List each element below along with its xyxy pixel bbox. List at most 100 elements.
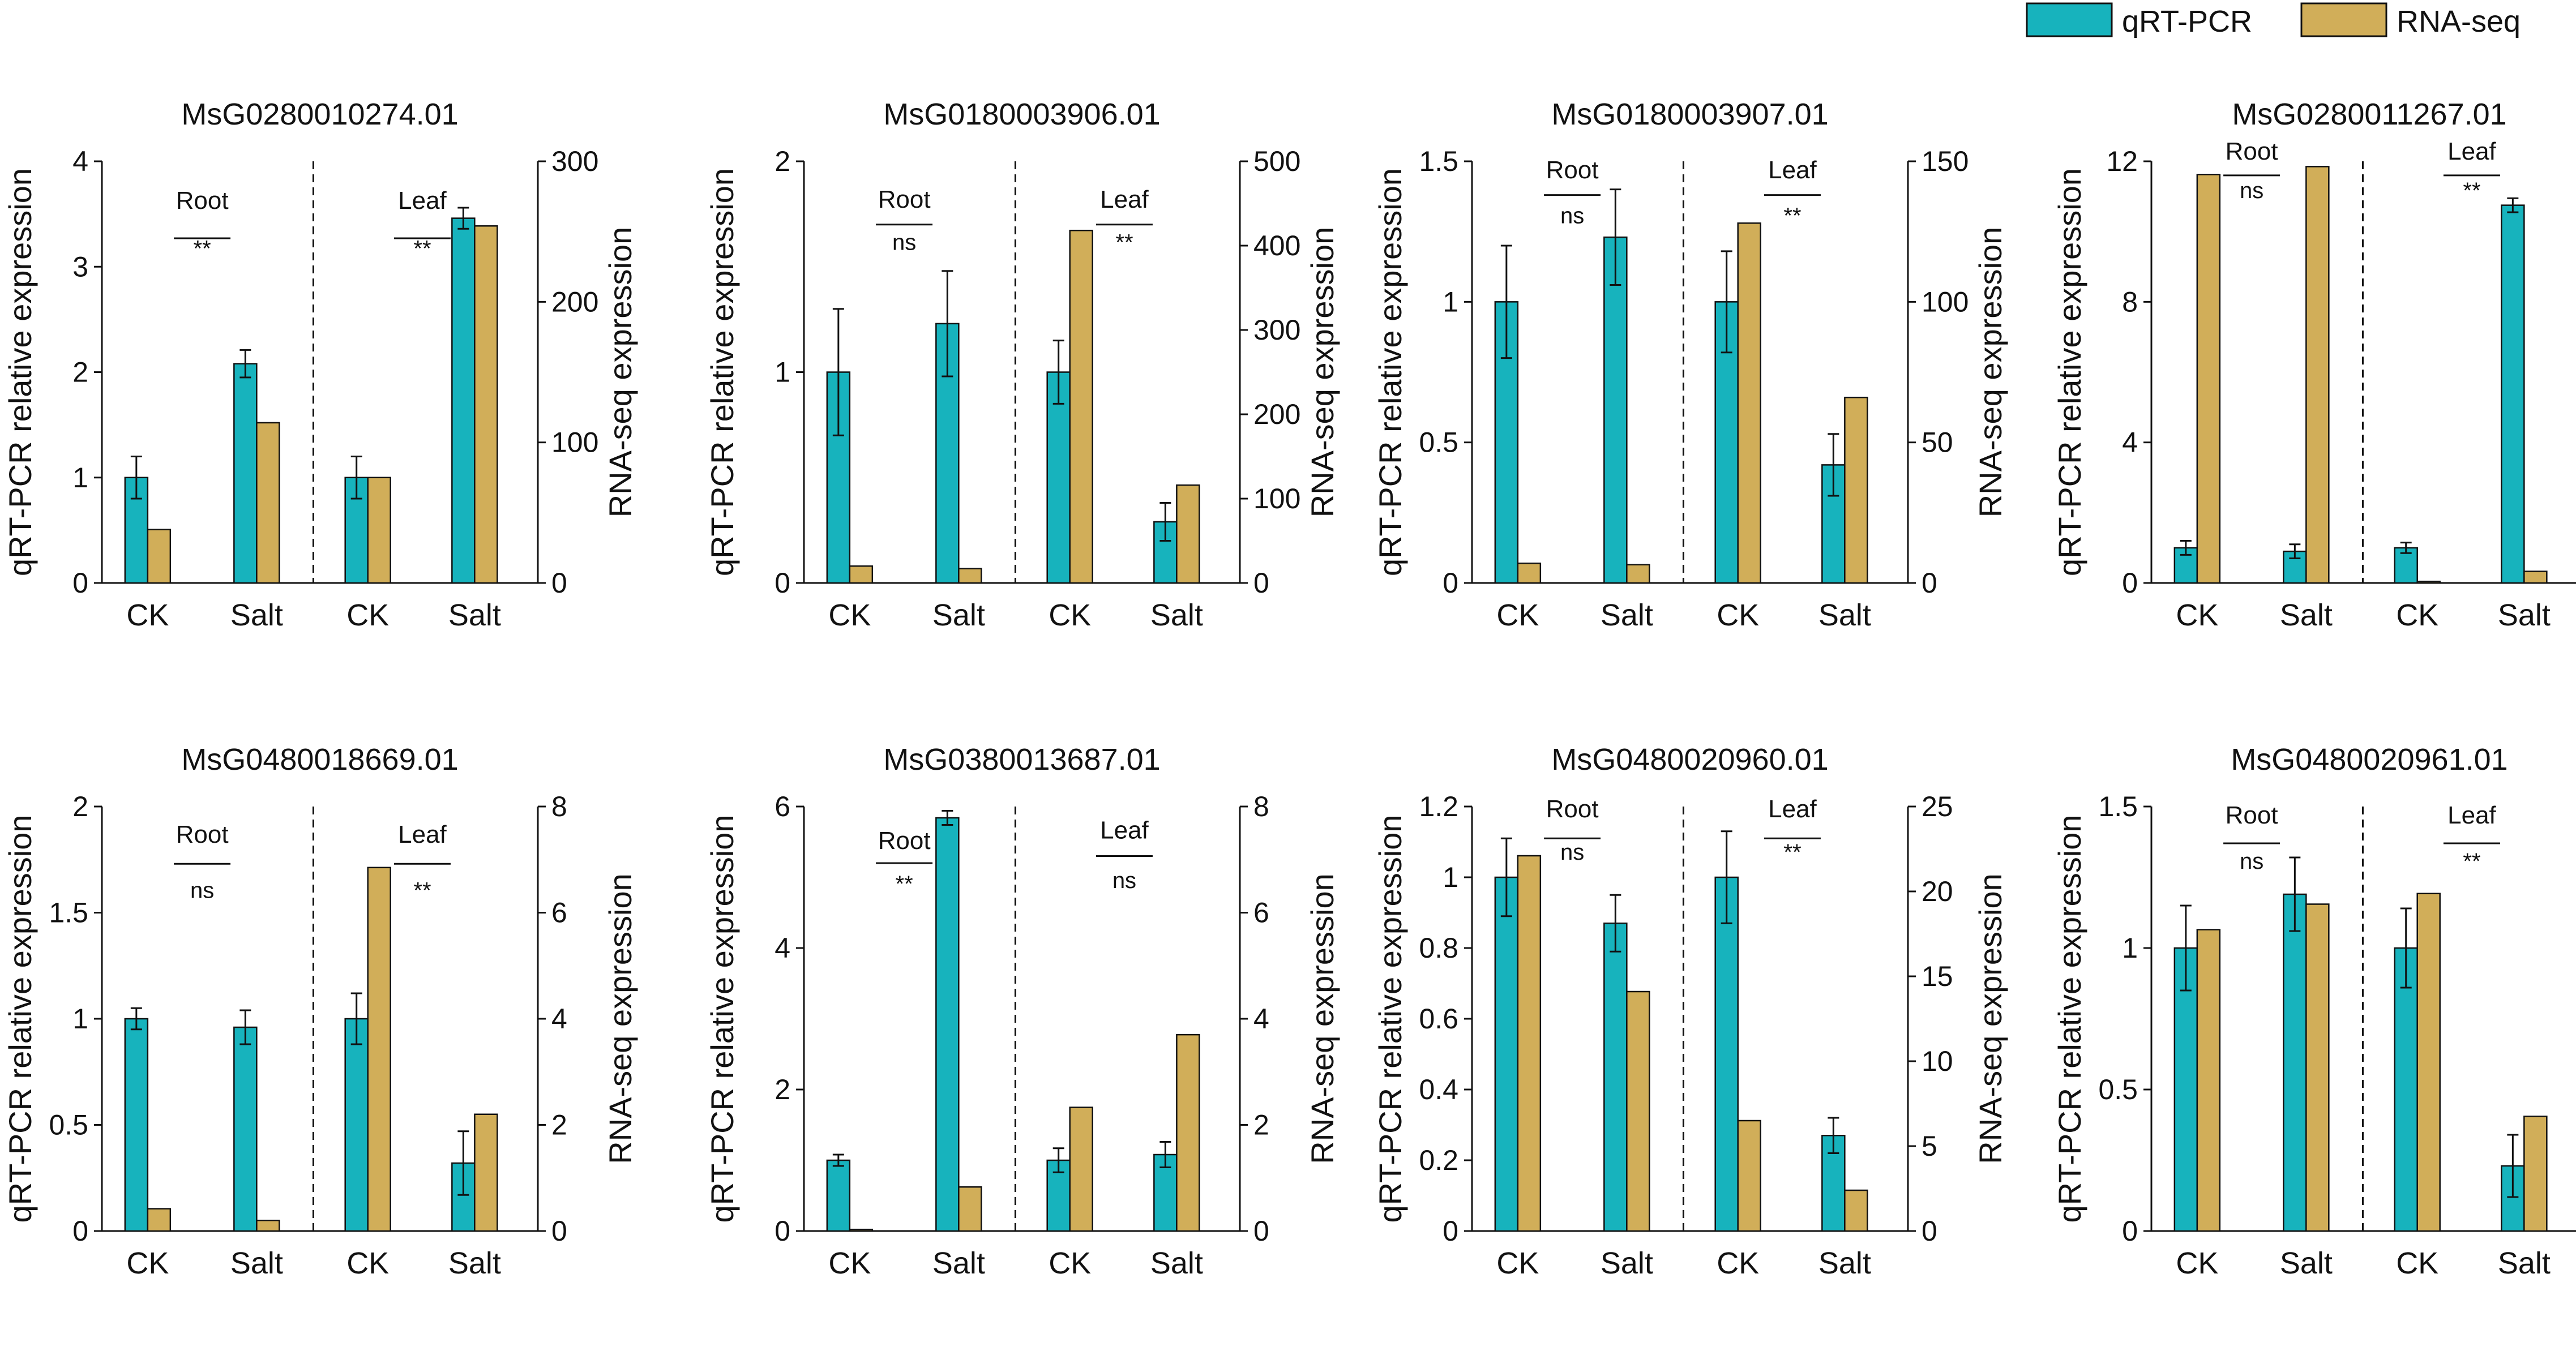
bar-rna-seq xyxy=(1517,855,1542,1232)
x-category-label: CK xyxy=(1496,598,1539,632)
x-category-label: CK xyxy=(1717,598,1759,632)
y2-tick-label: 200 xyxy=(551,286,598,318)
y-tick-label: 1 xyxy=(72,1003,88,1035)
x-category-label: Salt xyxy=(932,598,985,632)
bar-qrt-pcr xyxy=(124,1018,149,1232)
x-category-label: Salt xyxy=(2280,598,2333,632)
bar-rna-seq xyxy=(1844,1189,1868,1232)
tissue-label: Root xyxy=(1546,156,1599,184)
y-tick-label: 0.2 xyxy=(1419,1144,1458,1176)
x-category-label: Salt xyxy=(1818,1246,1871,1280)
y2-axis-label: RNA-seq expression xyxy=(1972,227,2008,518)
bar-qrt-pcr xyxy=(1046,371,1071,584)
significance-label: ** xyxy=(896,872,913,897)
chart-title: MsG0180003907.01 xyxy=(1551,97,1828,131)
significance-label: ** xyxy=(2463,178,2480,203)
tissue-label: Leaf xyxy=(1100,186,1149,213)
significance-label: ** xyxy=(1115,230,1133,255)
y2-tick-label: 8 xyxy=(1253,791,1269,822)
bar-rna-seq xyxy=(2196,174,2221,584)
y-tick-label: 0 xyxy=(2122,567,2138,599)
bar-qrt-pcr xyxy=(1714,876,1739,1232)
y-tick-label: 2 xyxy=(774,1074,790,1105)
bar-rna-seq xyxy=(849,565,874,584)
x-category-label: CK xyxy=(2176,598,2218,632)
x-category-label: Salt xyxy=(1601,1246,1653,1280)
significance-label: ns xyxy=(2240,849,2263,874)
y-tick-label: 4 xyxy=(72,145,88,177)
y-tick-label: 0 xyxy=(1443,567,1458,599)
y-tick-label: 0.8 xyxy=(1419,932,1458,964)
bar-rna-seq xyxy=(367,867,391,1232)
significance-label: ** xyxy=(413,878,431,903)
tissue-label: Root xyxy=(176,187,229,215)
bar-qrt-pcr xyxy=(233,1026,258,1232)
bar-rna-seq xyxy=(849,1228,874,1232)
y-tick-label: 2 xyxy=(774,145,790,177)
y2-tick-label: 0 xyxy=(1253,567,1269,599)
significance-label: ns xyxy=(1112,868,1136,893)
y2-tick-label: 4 xyxy=(551,1003,567,1035)
y2-tick-label: 150 xyxy=(1922,145,1969,177)
y2-tick-label: 0 xyxy=(1922,567,1937,599)
y-tick-label: 2 xyxy=(72,357,88,388)
significance-label: ns xyxy=(2240,178,2263,203)
bar-rna-seq xyxy=(958,568,982,584)
y-axis-label: qRT-PCR relative expression xyxy=(1372,814,1408,1223)
y-tick-label: 12 xyxy=(2106,145,2138,177)
x-category-label: Salt xyxy=(2280,1246,2333,1280)
y-tick-label: 1 xyxy=(72,462,88,494)
bar-qrt-pcr xyxy=(2501,204,2525,584)
y2-tick-label: 15 xyxy=(1922,960,1953,992)
legend-label-rna-seq: RNA-seq xyxy=(2397,5,2521,38)
x-category-label: Salt xyxy=(1150,598,1203,632)
bar-rna-seq xyxy=(1069,229,1093,584)
bar-rna-seq xyxy=(367,477,391,584)
bar-qrt-pcr xyxy=(935,817,960,1232)
legend-swatch-rna-seq xyxy=(2300,2,2387,37)
bar-rna-seq xyxy=(1737,222,1761,584)
bar-rna-seq xyxy=(147,1208,172,1232)
y-tick-label: 0 xyxy=(774,1215,790,1247)
y2-tick-label: 4 xyxy=(1253,1003,1269,1035)
x-category-label: Salt xyxy=(932,1246,985,1280)
bar-qrt-pcr xyxy=(1494,876,1519,1232)
chart-panel-5: MsG0480018669.01 0 0.5 1 1.5 2 0 2 4 6 8 qRT-PCR re… xyxy=(2,743,638,1280)
y2-tick-label: 0 xyxy=(1253,1215,1269,1247)
y2-tick-label: 200 xyxy=(1253,398,1300,430)
x-category-label: CK xyxy=(1496,1246,1539,1280)
y2-tick-label: 2 xyxy=(1253,1109,1269,1141)
x-category-label: Salt xyxy=(230,598,283,632)
bar-qrt-pcr xyxy=(451,217,476,584)
y-tick-label: 1.5 xyxy=(1419,145,1458,177)
y-tick-label: 1 xyxy=(1443,861,1458,893)
y-axis-label: qRT-PCR relative expression xyxy=(704,814,740,1223)
significance-label: ns xyxy=(1560,203,1584,228)
bar-rna-seq xyxy=(1176,1033,1200,1232)
chart-panel-3: MsG0180003907.01 0 0.5 1 1.5 0 50 100 150 qRT-PCR… xyxy=(1372,97,2008,632)
bar-rna-seq xyxy=(1176,484,1200,584)
chart-panel-6: MsG0380013687.01 0 2 4 6 0 2 4 6 8 qRT-PCR relativ… xyxy=(704,743,1340,1280)
bar-rna-seq xyxy=(1626,564,1650,584)
bar-qrt-pcr xyxy=(826,1159,851,1232)
x-category-label: CK xyxy=(1717,1246,1759,1280)
y2-tick-label: 50 xyxy=(1922,427,1953,458)
bar-qrt-pcr xyxy=(1603,236,1628,584)
y2-axis-label: RNA-seq expression xyxy=(1304,227,1340,518)
x-category-label: CK xyxy=(828,598,871,632)
y2-tick-label: 100 xyxy=(1922,286,1969,318)
y-axis-label: qRT-PCR relative expression xyxy=(2052,814,2087,1223)
chart-title: MsG0480020961.01 xyxy=(2231,743,2507,777)
y2-tick-label: 10 xyxy=(1922,1045,1953,1077)
bar-rna-seq xyxy=(2305,903,2330,1232)
bar-qrt-pcr xyxy=(233,363,258,584)
x-category-label: CK xyxy=(828,1246,871,1280)
y-tick-label: 0 xyxy=(72,1215,88,1247)
y-tick-label: 0 xyxy=(1443,1215,1458,1247)
y-tick-label: 4 xyxy=(2122,427,2138,458)
y-axis-label: qRT-PCR relative expression xyxy=(2,168,38,576)
y2-tick-label: 0 xyxy=(551,1215,567,1247)
y-tick-label: 1.2 xyxy=(1419,791,1458,822)
tissue-label: Leaf xyxy=(1100,816,1149,844)
